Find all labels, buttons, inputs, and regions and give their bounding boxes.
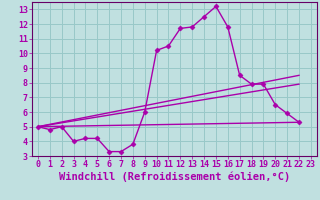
- X-axis label: Windchill (Refroidissement éolien,°C): Windchill (Refroidissement éolien,°C): [59, 172, 290, 182]
